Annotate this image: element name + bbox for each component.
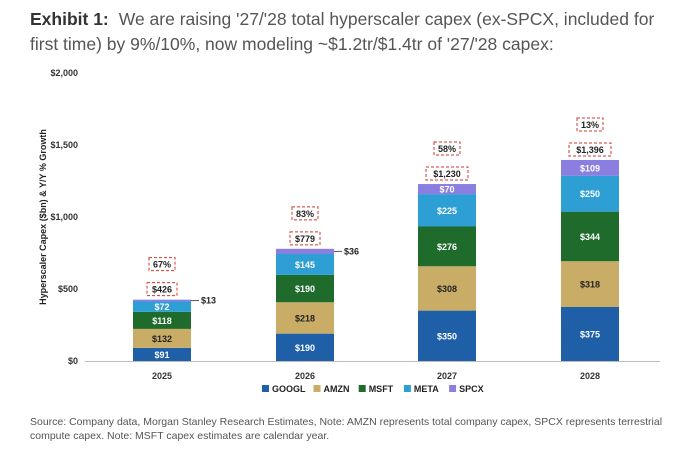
bar-spcx-2028 (561, 159, 619, 176)
y-tick-label: $1,000 (50, 212, 78, 222)
total-box-2025 (146, 282, 178, 297)
data-label-msft-2028: $344 (580, 232, 600, 242)
data-label-meta-2027: $225 (437, 206, 457, 216)
data-label-googl-2025: $91 (154, 350, 169, 360)
total-label-2027: $1,230 (433, 169, 461, 179)
bar-googl-2025 (133, 347, 191, 361)
x-tick-label: 2025 (152, 371, 172, 381)
data-label-meta-2025: $72 (154, 302, 169, 312)
growth-box-2027 (433, 141, 461, 156)
exhibit-header: Exhibit 1: We are raising '27/'28 total h… (30, 7, 670, 57)
legend-swatch-googl (262, 385, 269, 392)
data-label-spcx-2026: $36 (344, 246, 359, 256)
legend-swatch-meta (403, 385, 411, 392)
bar-amzn-2026 (276, 302, 334, 334)
data-label-googl-2027: $350 (437, 331, 457, 341)
bar-spcx-2025 (133, 299, 191, 302)
data-label-msft-2026: $190 (295, 284, 315, 294)
growth-box-2028 (576, 117, 604, 132)
bar-meta-2025 (133, 301, 191, 312)
exhibit-title: We are raising '27/'28 total hyperscaler… (30, 9, 655, 54)
total-box-2027 (425, 166, 469, 181)
total-box-2026 (289, 231, 321, 246)
total-label-2025: $426 (152, 285, 172, 295)
data-label-googl-2026: $190 (295, 343, 315, 353)
data-label-googl-2028: $375 (580, 330, 600, 340)
bar-amzn-2025 (133, 328, 191, 348)
legend-label-meta: META (414, 384, 439, 394)
legend-swatch-msft (358, 385, 366, 392)
data-label-spcx-2025: $13 (201, 296, 216, 306)
bar-meta-2027 (418, 194, 476, 227)
x-tick-label: 2027 (437, 371, 457, 381)
data-label-msft-2025: $118 (152, 316, 172, 326)
exhibit-label: Exhibit 1: (30, 9, 109, 29)
data-label-amzn-2027: $308 (437, 284, 457, 294)
data-label-msft-2027: $276 (437, 242, 457, 252)
y-tick-label: $2,000 (50, 68, 78, 78)
data-label-amzn-2026: $218 (295, 313, 315, 323)
bar-meta-2026 (276, 254, 334, 275)
y-axis-label: Hyperscaler Capex ($bn) & Y/Y % Growth (38, 129, 48, 305)
capex-chart: $0 $500 $1,000 $1,500 $2,000 Hyperscaler Cape… (38, 68, 660, 394)
growth-box-2026 (291, 206, 319, 221)
bar-amzn-2028 (561, 261, 619, 307)
bar-googl-2027 (418, 310, 476, 361)
bar-msft-2026 (276, 274, 334, 303)
data-label-amzn-2025: $132 (152, 334, 172, 344)
y-tick-label: $1,500 (50, 140, 78, 150)
data-label-amzn-2028: $318 (580, 280, 600, 290)
data-label-meta-2026: $145 (295, 260, 315, 270)
bar-msft-2025 (133, 311, 191, 329)
legend-swatch-spcx (449, 385, 457, 392)
growth-label-2025: 67% (153, 260, 171, 270)
data-label-meta-2028: $250 (580, 189, 600, 199)
x-tick-label: 2028 (580, 371, 600, 381)
growth-label-2026: 83% (296, 209, 314, 219)
total-label-2026: $779 (295, 234, 315, 244)
bar-spcx-2027 (418, 184, 476, 195)
data-label-spcx-2028: $109 (580, 163, 600, 173)
bar-spcx-2026 (276, 248, 334, 255)
legend-swatch-amzn (313, 385, 321, 392)
y-tick-label: $0 (68, 356, 78, 366)
growth-label-2027: 58% (438, 144, 456, 154)
bar-amzn-2027 (418, 266, 476, 311)
bar-meta-2028 (561, 175, 619, 212)
total-label-2028: $1,396 (576, 145, 604, 155)
legend-label-spcx: SPCX (459, 384, 484, 394)
legend-label-msft: MSFT (369, 384, 394, 394)
legend-label-amzn: AMZN (324, 384, 350, 394)
y-tick-label: $500 (58, 284, 78, 294)
source-note: Source: Company data, Morgan Stanley Res… (30, 416, 663, 442)
bar-msft-2027 (418, 226, 476, 267)
bar-googl-2026 (276, 333, 334, 361)
growth-box-2025 (148, 257, 176, 272)
bar-msft-2028 (561, 211, 619, 262)
growth-label-2028: 13% (581, 120, 599, 130)
legend-label-googl: GOOGL (272, 384, 306, 394)
bar-googl-2028 (561, 307, 619, 361)
total-box-2028 (568, 142, 612, 157)
x-tick-label: 2026 (295, 371, 315, 381)
data-label-spcx-2027: $70 (439, 185, 454, 195)
